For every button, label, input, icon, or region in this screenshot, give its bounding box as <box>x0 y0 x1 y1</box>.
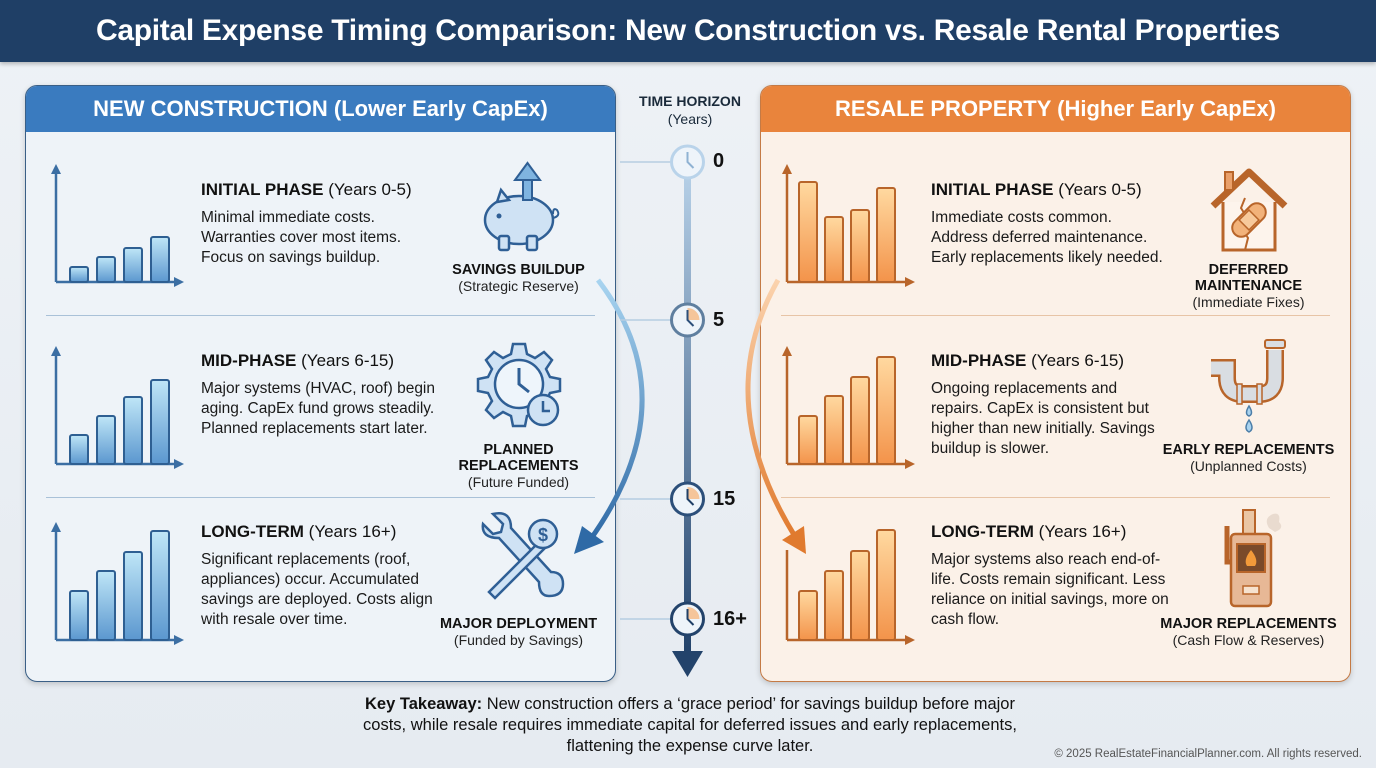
divider <box>46 315 595 316</box>
resale-title: RESALE PROPERTY (Higher Early CapEx) <box>761 86 1350 132</box>
blue-flow-arrow-icon <box>587 278 645 542</box>
flow-arrows <box>574 278 806 554</box>
icon-label: DEFERRED MAINTENANCE <box>1194 262 1303 294</box>
svg-text:$: $ <box>537 525 547 545</box>
bar-chart-icon <box>782 346 915 469</box>
phase-title: LONG-TERM (Years 16+) <box>931 522 1127 541</box>
phase-description: Ongoing replacements and repairs. CapEx … <box>931 380 1155 457</box>
clock-icon <box>670 481 705 517</box>
clock-icon <box>670 601 705 637</box>
icon-sublabel: (Immediate Fixes) <box>1192 294 1305 310</box>
bar-chart-icon <box>51 164 184 287</box>
timeline-subtitle: (Years) <box>667 111 713 127</box>
tick-label: 5 <box>713 309 725 331</box>
wrench-dollar-icon: $ <box>481 512 564 600</box>
icon-label: MAJOR REPLACEMENTS <box>1160 616 1337 632</box>
phase-description: Immediate costs common. Address deferred… <box>931 209 1163 266</box>
timeline-title: TIME HORIZON <box>639 93 741 109</box>
phase-description: Minimal immediate costs. Warranties cove… <box>201 209 402 266</box>
bar-chart-icon <box>785 529 915 645</box>
icon-label: MAJOR DEPLOYMENT <box>439 616 598 632</box>
icon-label: PLANNED REPLACEMENTS <box>458 442 579 474</box>
icon-sublabel: (Strategic Reserve) <box>458 278 579 294</box>
resale-long-term: LONG-TERM (Years 16+) Major systems also… <box>761 498 1350 668</box>
copyright: © 2025 RealEstateFinancialPlanner.com. A… <box>1054 748 1362 760</box>
page-title: Capital Expense Timing Comparison: New C… <box>95 14 1281 47</box>
divider <box>781 315 1330 316</box>
divider <box>781 497 1330 498</box>
new-initial-phase: INITIAL PHASE (Years 0-5) Minimal immedi… <box>26 132 615 302</box>
icon-label: SAVINGS BUILDUP <box>452 262 585 278</box>
tick-label: 16+ <box>713 608 747 630</box>
furnace-icon <box>1224 509 1281 608</box>
clock-icon <box>670 302 705 338</box>
icon-sublabel: (Cash Flow & Reserves) <box>1172 632 1325 648</box>
new-construction-title: NEW CONSTRUCTION (Lower Early CapEx) <box>26 86 615 132</box>
tick-label: 0 <box>713 150 725 172</box>
new-long-term: LONG-TERM (Years 16+) Significant replac… <box>26 498 615 668</box>
house-bandage-icon <box>1210 168 1287 252</box>
leaking-pipe-icon <box>1210 339 1286 433</box>
bar-chart-icon <box>782 164 915 287</box>
clock-icon <box>670 144 705 180</box>
phase-title: MID-PHASE (Years 6-15) <box>931 351 1125 370</box>
phase-description: Major systems also reach end-of-life. Co… <box>931 551 1169 628</box>
tick-label: 15 <box>713 488 736 510</box>
bar-chart-icon <box>51 522 184 645</box>
header: Capital Expense Timing Comparison: New C… <box>0 0 1376 62</box>
phase-description: Significant replacements (roof, applianc… <box>201 551 433 628</box>
divider <box>46 497 595 498</box>
gear-clock-icon <box>476 342 561 428</box>
phase-description: Major systems (HVAC, roof) begin aging. … <box>201 380 435 437</box>
resale-mid-phase: MID-PHASE (Years 6-15) Ongoing replaceme… <box>761 316 1350 486</box>
new-construction-panel: NEW CONSTRUCTION (Lower Early CapEx) INI… <box>25 85 616 682</box>
orange-flow-arrow-icon <box>745 278 799 540</box>
timeline-axis <box>620 144 705 677</box>
phase-title: INITIAL PHASE (Years 0-5) <box>201 180 412 199</box>
resale-panel: RESALE PROPERTY (Higher Early CapEx) INI… <box>760 85 1351 682</box>
time-horizon: TIME HORIZON (Years) 0 5 15 16+ <box>620 85 760 685</box>
icon-label: EARLY REPLACEMENTS <box>1162 442 1335 458</box>
bar-chart-icon <box>51 346 184 469</box>
phase-title: INITIAL PHASE (Years 0-5) <box>931 180 1142 199</box>
icon-sublabel: (Unplanned Costs) <box>1190 458 1307 474</box>
icon-sublabel: (Funded by Savings) <box>453 632 584 648</box>
icon-sublabel: (Future Funded) <box>467 474 570 490</box>
resale-initial-phase: INITIAL PHASE (Years 0-5) Immediate cost… <box>761 132 1350 310</box>
phase-title: LONG-TERM (Years 16+) <box>201 522 397 541</box>
piggy-bank-icon <box>483 161 559 252</box>
key-takeaway: Key Takeaway: New construction offers a … <box>363 695 1017 755</box>
phase-title: MID-PHASE (Years 6-15) <box>201 351 395 370</box>
new-mid-phase: MID-PHASE (Years 6-15) Major systems (HV… <box>26 316 615 490</box>
